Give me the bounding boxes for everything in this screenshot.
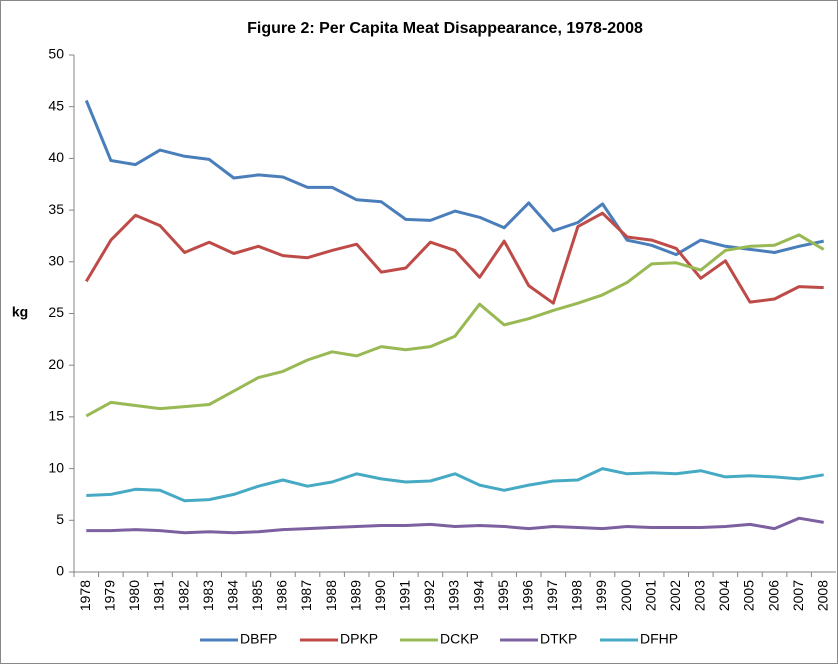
legend-label: DFHP [640, 631, 678, 647]
x-tick-label: 1980 [126, 580, 142, 611]
chart-title: Figure 2: Per Capita Meat Disappearance,… [247, 20, 643, 37]
x-tick-label: 2003 [692, 580, 708, 611]
y-tick-label: 25 [48, 304, 64, 320]
y-axis-label: kg [12, 304, 28, 320]
y-tick-label: 30 [48, 253, 64, 269]
x-tick-label: 1993 [446, 580, 462, 611]
x-tick-label: 1986 [274, 580, 290, 611]
x-tick-label: 2002 [667, 580, 683, 611]
legend-label: DPKP [340, 631, 378, 647]
x-tick-label: 2006 [765, 580, 781, 611]
x-tick-label: 2004 [716, 580, 732, 611]
x-tick-label: 1990 [372, 580, 388, 611]
x-tick-label: 1999 [593, 580, 609, 611]
x-tick-label: 1979 [102, 580, 118, 611]
x-tick-label: 1981 [151, 580, 167, 611]
series-line [86, 467, 824, 503]
x-tick-label: 1996 [519, 580, 535, 611]
legend-label: DCKP [440, 631, 479, 647]
x-tick-label: 2007 [790, 580, 806, 611]
x-tick-label: 2005 [741, 580, 757, 611]
x-tick-label: 1978 [77, 580, 93, 611]
x-tick-label: 1987 [298, 580, 314, 611]
x-tick-label: 1995 [495, 580, 511, 611]
series-line [85, 233, 825, 418]
x-tick-label: 1983 [200, 580, 216, 611]
y-tick-label: 0 [56, 563, 64, 579]
legend-label: DTKP [540, 631, 577, 647]
y-tick-label: 40 [48, 149, 64, 165]
y-tick-label: 45 [48, 97, 64, 113]
x-tick-label: 2000 [618, 580, 634, 611]
y-tick-label: 35 [48, 201, 64, 217]
x-tick-label: 1992 [421, 580, 437, 611]
x-tick-label: 1998 [569, 580, 585, 611]
legend-label: DBFP [240, 631, 277, 647]
x-tick-label: 1991 [397, 580, 413, 611]
y-tick-label: 50 [48, 46, 64, 62]
series-line [85, 211, 824, 305]
series-line [86, 516, 824, 535]
x-tick-label: 2001 [642, 580, 658, 611]
x-tick-label: 1982 [175, 580, 191, 611]
y-tick-label: 10 [48, 459, 64, 475]
x-tick-label: 1989 [347, 580, 363, 611]
y-tick-label: 5 [56, 511, 64, 527]
x-tick-label: 1985 [249, 580, 265, 611]
x-tick-label: 1997 [544, 580, 560, 611]
y-tick-label: 15 [48, 408, 64, 424]
x-tick-label: 2008 [814, 580, 830, 611]
x-tick-label: 1994 [470, 580, 486, 611]
y-tick-label: 20 [48, 356, 64, 372]
series-line [84, 99, 825, 257]
x-tick-label: 1984 [224, 580, 240, 611]
x-tick-label: 1988 [323, 580, 339, 611]
